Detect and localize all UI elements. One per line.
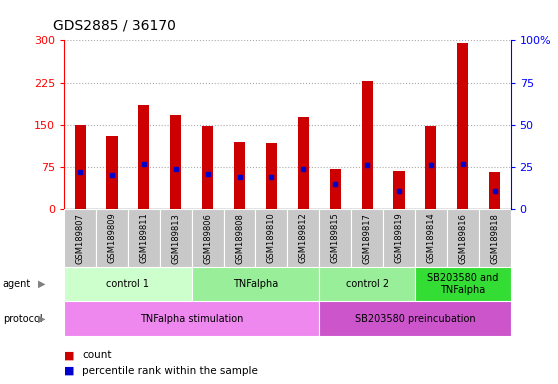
Text: protocol: protocol (3, 314, 42, 324)
Bar (362, 81, 373, 209)
Text: GSM189809: GSM189809 (108, 213, 117, 263)
Text: ▶: ▶ (38, 314, 45, 324)
Bar (319, 209, 351, 267)
Bar (64, 301, 319, 336)
Bar (479, 209, 511, 267)
Bar (64, 209, 96, 267)
Text: GSM189814: GSM189814 (426, 213, 435, 263)
Bar (202, 126, 213, 209)
Bar (96, 209, 128, 267)
Text: TNFalpha stimulation: TNFalpha stimulation (140, 314, 243, 324)
Text: ■: ■ (64, 350, 75, 360)
Bar (447, 209, 479, 267)
Text: GSM189808: GSM189808 (235, 213, 244, 263)
Bar (170, 115, 181, 209)
Bar (319, 301, 511, 336)
Bar (351, 209, 383, 267)
Bar (75, 125, 86, 209)
Bar (489, 172, 500, 209)
Bar (415, 209, 447, 267)
Text: GSM189816: GSM189816 (458, 213, 467, 263)
Text: GSM189818: GSM189818 (490, 213, 499, 263)
Bar (192, 209, 224, 267)
Bar (234, 142, 245, 209)
Text: GSM189813: GSM189813 (171, 213, 180, 263)
Text: ■: ■ (64, 366, 75, 376)
Bar (287, 209, 319, 267)
Text: count: count (82, 350, 112, 360)
Text: GSM189817: GSM189817 (363, 213, 372, 263)
Bar (138, 105, 150, 209)
Bar (64, 267, 192, 301)
Bar (330, 169, 341, 209)
Bar (107, 136, 118, 209)
Text: GSM189815: GSM189815 (331, 213, 340, 263)
Bar (160, 209, 192, 267)
Text: GSM189806: GSM189806 (203, 213, 212, 263)
Bar (128, 209, 160, 267)
Bar (457, 43, 468, 209)
Text: GDS2885 / 36170: GDS2885 / 36170 (53, 19, 176, 33)
Text: GSM189819: GSM189819 (395, 213, 403, 263)
Text: agent: agent (3, 279, 31, 289)
Text: GSM189807: GSM189807 (76, 213, 85, 263)
Text: SB203580 preincubation: SB203580 preincubation (354, 314, 475, 324)
Text: SB203580 and
TNFalpha: SB203580 and TNFalpha (427, 273, 498, 295)
Bar (383, 209, 415, 267)
Bar (393, 171, 405, 209)
Bar (192, 267, 319, 301)
Text: GSM189810: GSM189810 (267, 213, 276, 263)
Text: GSM189812: GSM189812 (299, 213, 308, 263)
Bar (256, 209, 287, 267)
Text: GSM189811: GSM189811 (140, 213, 148, 263)
Bar (319, 267, 415, 301)
Text: percentile rank within the sample: percentile rank within the sample (82, 366, 258, 376)
Bar (415, 267, 511, 301)
Bar (298, 118, 309, 209)
Text: control 2: control 2 (345, 279, 388, 289)
Bar (425, 126, 436, 209)
Bar (224, 209, 256, 267)
Text: control 1: control 1 (107, 279, 150, 289)
Text: TNFalpha: TNFalpha (233, 279, 278, 289)
Text: ▶: ▶ (38, 279, 45, 289)
Bar (266, 143, 277, 209)
